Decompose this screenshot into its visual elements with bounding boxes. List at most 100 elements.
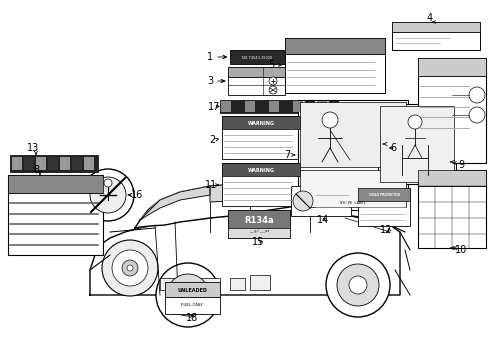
Bar [222,116,299,129]
Text: 18: 18 [185,313,198,323]
Bar [8,175,103,193]
Text: ___g / ___oz: ___g / ___oz [248,229,268,233]
Circle shape [90,177,126,213]
Text: NO 74543-35020: NO 74543-35020 [242,56,271,60]
Bar [292,101,303,112]
Circle shape [321,112,337,128]
Bar [417,170,485,248]
Bar [72,157,82,170]
Bar [379,106,453,182]
Bar [285,38,384,93]
Bar [297,100,407,210]
Text: 1: 1 [206,52,213,62]
Circle shape [112,250,148,286]
Bar [24,157,34,170]
Text: SYC-PE  LABEL: SYC-PE LABEL [340,201,365,205]
Text: WARNING: WARNING [247,167,274,172]
Circle shape [179,286,197,304]
Text: 11: 11 [204,180,217,190]
Circle shape [468,107,484,123]
Bar [299,170,405,207]
Bar [257,101,266,112]
Text: CHILD PROTECTOR: CHILD PROTECTOR [368,193,399,197]
Bar [164,282,220,314]
Circle shape [104,179,112,187]
Bar [227,67,285,77]
Circle shape [82,169,134,221]
Bar [249,275,269,290]
Bar [417,58,485,163]
Circle shape [325,253,389,317]
Text: 17: 17 [207,102,220,112]
Text: 4: 4 [426,13,432,23]
Circle shape [122,260,138,276]
Polygon shape [209,183,249,202]
Circle shape [468,87,484,103]
Polygon shape [140,186,209,220]
Text: 9: 9 [457,160,463,170]
Text: 7: 7 [284,150,289,160]
Bar [229,50,285,64]
Bar [48,157,58,170]
Polygon shape [90,213,399,295]
Bar [377,104,455,184]
Text: 8: 8 [33,165,39,175]
Bar [268,101,279,112]
Text: FUEL ONLY: FUEL ONLY [181,303,203,307]
Circle shape [167,274,208,316]
Bar [285,38,384,54]
Circle shape [156,263,220,327]
Text: WARNING: WARNING [247,121,274,126]
Bar [299,102,405,167]
Circle shape [348,276,366,294]
Bar [222,163,299,176]
Bar [220,100,339,113]
Circle shape [268,77,276,85]
Text: 12: 12 [379,225,391,235]
Text: 14: 14 [316,215,328,225]
Text: R134a: R134a [244,216,273,225]
Text: 5: 5 [267,60,274,70]
Bar [357,188,409,226]
Bar [84,157,94,170]
Text: 16: 16 [131,190,143,200]
Bar [10,155,98,172]
Bar [328,101,338,112]
Text: 3: 3 [206,76,213,86]
Text: 10: 10 [454,245,466,255]
Text: 15: 15 [251,237,264,247]
Bar [227,67,285,95]
Text: 13: 13 [27,143,39,153]
Bar [229,278,244,290]
Circle shape [102,240,158,296]
Bar [221,101,230,112]
Circle shape [407,115,421,129]
Bar [222,116,299,159]
Bar [316,101,326,112]
Circle shape [292,191,312,211]
Text: 6: 6 [389,143,395,153]
Bar [290,186,350,216]
Bar [357,188,409,201]
Bar [232,101,243,112]
Bar [391,22,479,50]
Bar [227,210,289,228]
Bar [60,157,70,170]
Polygon shape [309,182,374,207]
Bar [164,282,220,297]
Bar [281,101,290,112]
Polygon shape [135,182,374,228]
Bar [305,101,314,112]
Bar [244,101,254,112]
Bar [227,210,289,238]
Text: 2: 2 [208,135,215,145]
Bar [417,170,485,186]
Bar [417,58,485,76]
Bar [12,157,22,170]
Circle shape [127,265,133,271]
Polygon shape [249,182,309,200]
Bar [222,163,299,206]
Bar [391,22,479,32]
Bar [8,175,103,255]
Bar [36,157,46,170]
